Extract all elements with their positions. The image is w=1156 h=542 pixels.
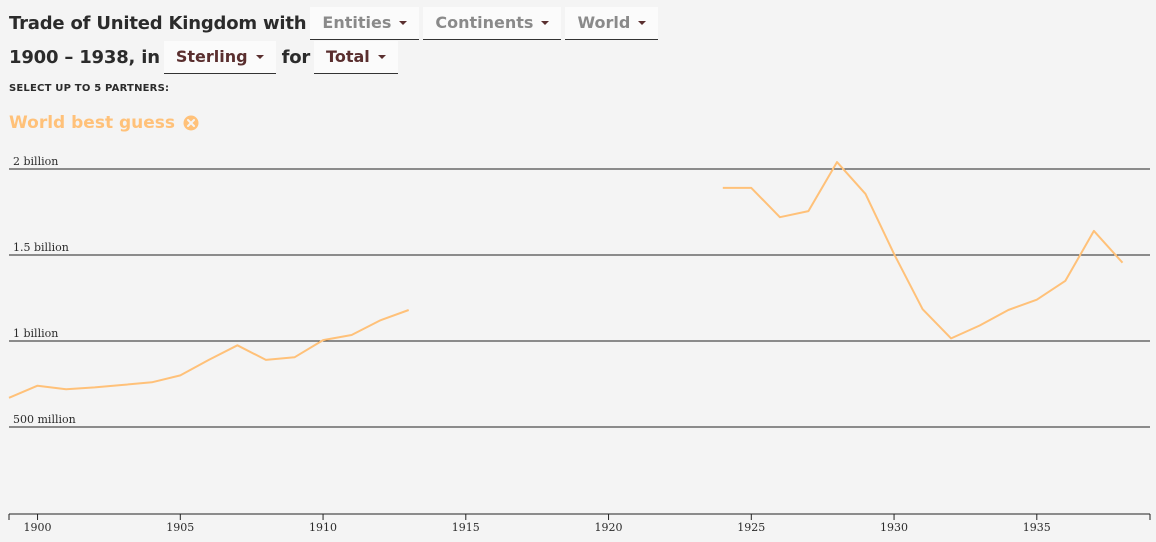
chevron-down-icon [255,54,264,59]
title-text: Trade of United Kingdom with [9,12,307,34]
title-row-1: Trade of United Kingdom with Entities Co… [9,6,659,40]
select-partners-label: SELECT UP TO 5 PARTNERS: [9,83,170,94]
partner-name: World best guess [9,113,176,133]
y-tick-label: 1.5 billion [13,241,69,254]
flow-dropdown-label: Total [326,47,370,66]
close-circle-icon[interactable] [183,115,199,131]
currency-dropdown[interactable]: Sterling [163,40,276,74]
y-tick-label: 1 billion [13,327,58,340]
world-dropdown[interactable]: World [565,6,659,40]
continents-dropdown[interactable]: Continents [423,6,562,40]
partner-chip[interactable]: World best guess [9,113,199,133]
for-text: for [281,46,311,68]
chevron-down-icon [541,20,550,25]
series-line-world-best-guess[interactable] [722,161,1124,340]
continents-dropdown-label: Continents [435,13,534,32]
world-dropdown-label: World [577,13,631,32]
chevron-down-icon [377,54,386,59]
chevron-down-icon [638,20,647,25]
x-tick-label: 1920 [595,521,623,534]
chevron-down-icon [399,20,408,25]
entities-dropdown-label: Entities [322,13,392,32]
x-tick-label: 1905 [166,521,194,534]
x-tick-label: 1910 [309,521,337,534]
x-tick-label: 1900 [24,521,52,534]
currency-dropdown-label: Sterling [175,47,248,66]
x-tick-label: 1915 [452,521,480,534]
x-tick-label: 1930 [880,521,908,534]
x-tick-label: 1935 [1023,521,1051,534]
series-line-world-best-guess[interactable] [8,309,410,399]
entities-dropdown[interactable]: Entities [310,6,420,40]
x-tick-label: 1925 [737,521,765,534]
y-tick-label: 500 million [13,413,76,426]
flow-dropdown[interactable]: Total [314,40,398,74]
y-tick-label: 2 billion [13,155,58,168]
title-row-2: 1900 – 1938, in Sterling for Total [9,40,398,74]
years-text: 1900 – 1938, in [9,46,160,68]
